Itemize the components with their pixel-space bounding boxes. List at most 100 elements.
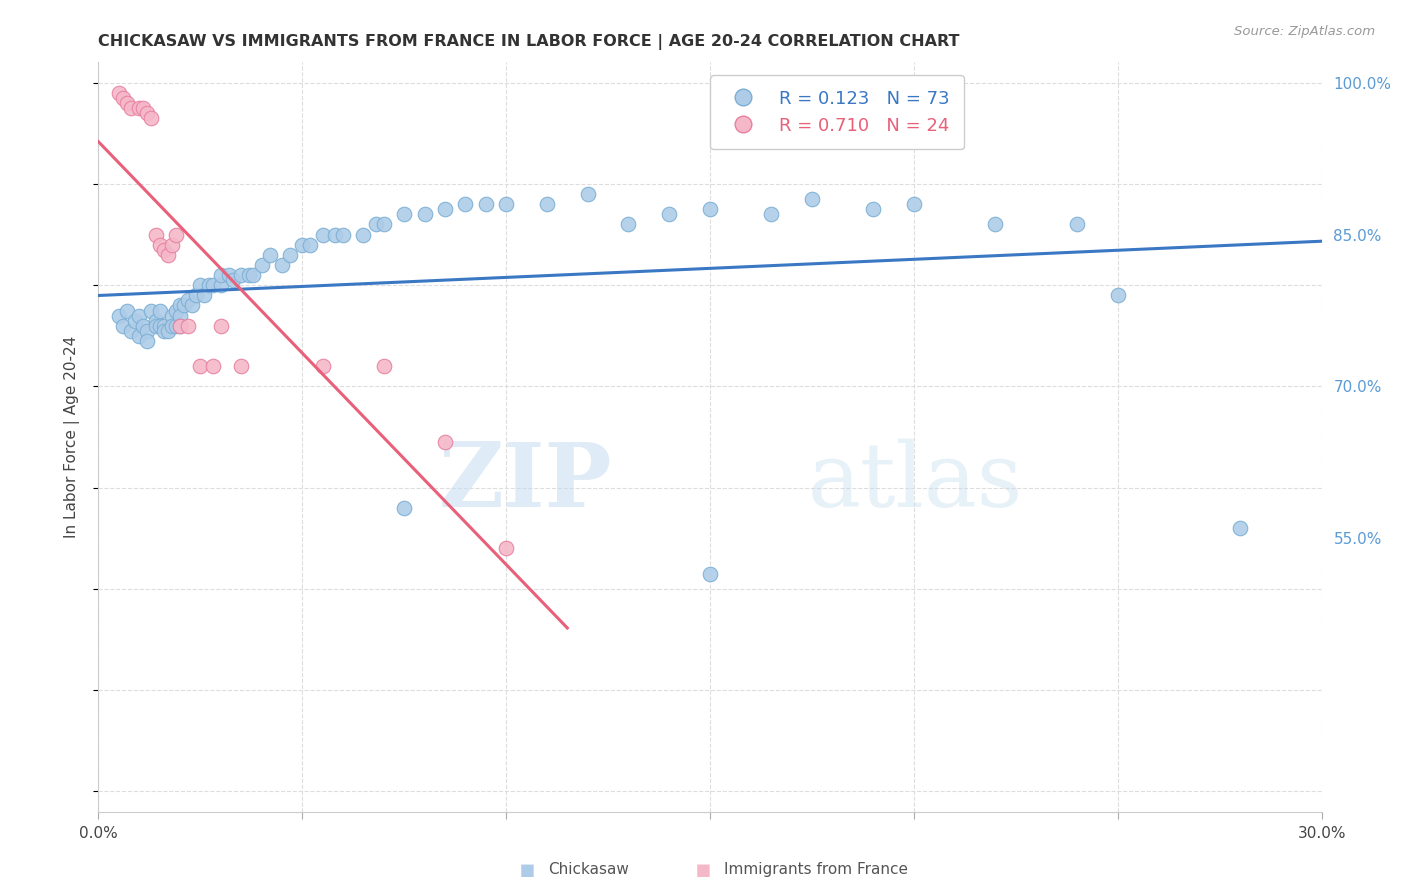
Point	[136, 106, 159, 120]
Point	[165, 303, 187, 318]
Point	[242, 268, 264, 282]
Point	[495, 541, 517, 556]
Point	[323, 227, 346, 242]
Point	[132, 101, 155, 115]
Point	[201, 359, 224, 374]
Point	[801, 192, 824, 206]
Point	[495, 197, 517, 211]
Point	[434, 435, 457, 450]
Text: ▪: ▪	[519, 858, 536, 881]
Point	[111, 91, 134, 105]
Point	[124, 313, 146, 327]
Point	[312, 227, 335, 242]
Point	[111, 318, 134, 333]
Point	[120, 324, 142, 338]
Point	[699, 202, 721, 217]
Point	[152, 243, 174, 257]
Point	[617, 218, 640, 232]
Point	[197, 278, 219, 293]
Point	[152, 318, 174, 333]
Point	[373, 359, 395, 374]
Point	[165, 227, 187, 242]
Text: atlas: atlas	[808, 438, 1024, 525]
Point	[434, 202, 457, 217]
Legend: R = 0.123   N = 73, R = 0.710   N = 24: R = 0.123 N = 73, R = 0.710 N = 24	[710, 75, 965, 149]
Point	[903, 197, 925, 211]
Point	[209, 278, 232, 293]
Point	[141, 111, 163, 125]
Point	[474, 197, 498, 211]
Point	[209, 318, 232, 333]
Point	[193, 288, 215, 302]
Text: Source: ZipAtlas.com: Source: ZipAtlas.com	[1234, 25, 1375, 38]
Y-axis label: In Labor Force | Age 20-24: In Labor Force | Age 20-24	[63, 336, 80, 538]
Point	[218, 268, 240, 282]
Point	[145, 313, 167, 327]
Point	[128, 328, 150, 343]
Point	[332, 227, 354, 242]
Point	[120, 101, 142, 115]
Point	[169, 298, 191, 312]
Point	[149, 318, 172, 333]
Point	[169, 318, 191, 333]
Point	[149, 237, 172, 252]
Point	[188, 359, 212, 374]
Point	[454, 197, 477, 211]
Point	[1229, 521, 1251, 535]
Point	[188, 278, 212, 293]
Point	[186, 288, 208, 302]
Point	[108, 309, 131, 323]
Point	[160, 318, 183, 333]
Point	[238, 268, 260, 282]
Point	[156, 324, 179, 338]
Point	[222, 273, 245, 287]
Point	[141, 303, 163, 318]
Point	[108, 86, 131, 100]
Point	[136, 334, 159, 348]
Point	[299, 237, 322, 252]
Text: Chickasaw: Chickasaw	[548, 863, 630, 877]
Point	[165, 318, 187, 333]
Point	[169, 309, 191, 323]
Point	[181, 298, 204, 312]
Point	[352, 227, 374, 242]
Point	[115, 95, 138, 110]
Point	[699, 566, 721, 581]
Point	[231, 359, 253, 374]
Point	[169, 318, 191, 333]
Text: ▪: ▪	[695, 858, 711, 881]
Point	[270, 258, 294, 272]
Point	[160, 309, 183, 323]
Point	[132, 318, 155, 333]
Point	[145, 227, 167, 242]
Point	[250, 258, 273, 272]
Point	[231, 268, 253, 282]
Point	[392, 207, 416, 221]
Point	[128, 101, 150, 115]
Point	[201, 278, 224, 293]
Point	[658, 207, 681, 221]
Point	[373, 218, 395, 232]
Point	[291, 237, 314, 252]
Text: Immigrants from France: Immigrants from France	[724, 863, 908, 877]
Point	[392, 500, 416, 515]
Point	[364, 218, 387, 232]
Point	[160, 237, 183, 252]
Point	[862, 202, 884, 217]
Point	[156, 248, 179, 262]
Point	[413, 207, 436, 221]
Point	[209, 268, 232, 282]
Point	[1107, 288, 1129, 302]
Point	[536, 197, 558, 211]
Point	[177, 293, 200, 308]
Text: ZIP: ZIP	[439, 439, 612, 525]
Point	[278, 248, 301, 262]
Point	[984, 218, 1007, 232]
Point	[177, 318, 200, 333]
Text: CHICKASAW VS IMMIGRANTS FROM FRANCE IN LABOR FORCE | AGE 20-24 CORRELATION CHART: CHICKASAW VS IMMIGRANTS FROM FRANCE IN L…	[98, 34, 960, 50]
Point	[128, 309, 150, 323]
Point	[1066, 218, 1088, 232]
Point	[761, 207, 783, 221]
Point	[149, 303, 172, 318]
Point	[152, 324, 174, 338]
